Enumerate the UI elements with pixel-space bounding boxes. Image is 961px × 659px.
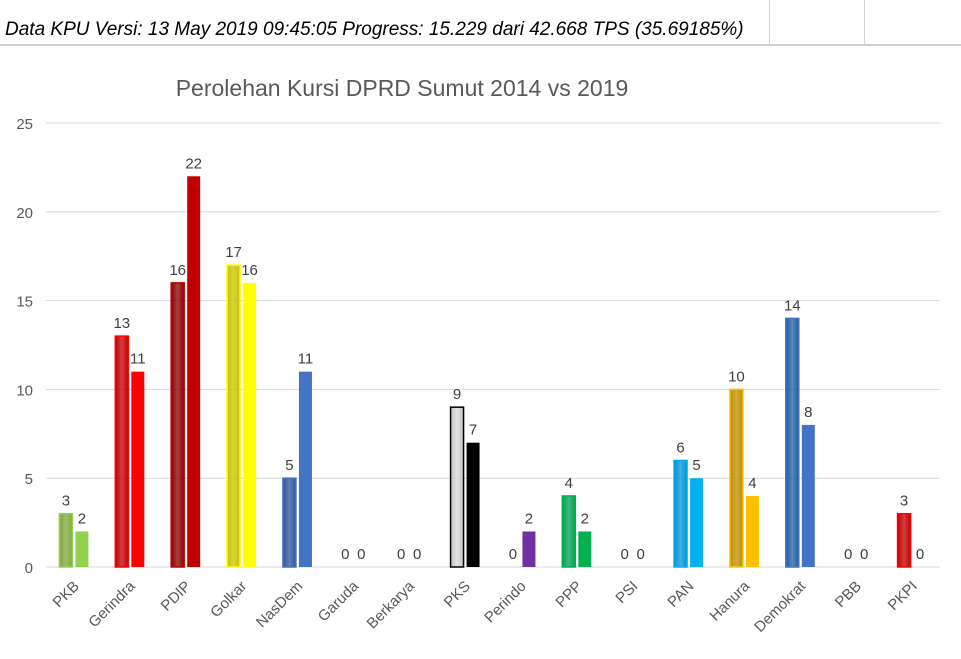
x-tick-label: Berkarya [364,577,419,632]
y-tick-label: 10 [16,382,33,399]
x-tick-label: Gerindra [85,577,139,631]
bar-2014-golkar [226,264,241,568]
data-label-2019: 0 [637,546,645,563]
x-tick-label: PSI [612,578,641,607]
data-label-2019: 4 [748,475,756,492]
header-cell-a[interactable]: Data KPU Versi: 13 May 2019 09:45:05 Pro… [0,0,770,46]
data-label-2019: 22 [185,155,202,172]
bar-2019-nasdem [298,371,312,567]
data-label-2014: 14 [784,297,801,314]
x-axis-ticks: PKB Gerindra PDIP Golkar NasDem Garuda Berkary… [50,577,921,636]
data-label-2014: 0 [621,546,629,563]
x-tick-label: Hanura [706,577,753,624]
bars [58,176,912,568]
x-tick-label: PDIP [158,578,195,615]
x-tick-label: Perindo [481,578,530,627]
data-label-2019: 16 [241,262,258,279]
data-label-2014: 0 [844,546,852,563]
data-label-2014: 17 [225,244,242,261]
data-label-2014: 0 [341,546,349,563]
spreadsheet-header-row: Data KPU Versi: 13 May 2019 09:45:05 Pro… [0,0,961,46]
data-label-2014: 3 [900,493,908,510]
x-tick-label: Garuda [315,577,363,625]
bar-2019-ppp [578,531,592,567]
data-label-2019: 5 [692,457,700,474]
bar-2014-pdip [170,282,185,568]
bar-2019-pks [466,442,480,567]
data-label-2019: 0 [916,546,924,563]
data-label-2014: 5 [285,457,293,474]
bar-2019-gerindra [131,371,145,567]
bar-2019-hanura [745,495,759,567]
header-cell-c[interactable] [865,0,961,46]
bar-chart: Perolehan Kursi DPRD Sumut 2014 vs 2019 … [16,75,940,636]
bar-2019-golkar [243,282,257,567]
bar-2014-pks [449,406,465,568]
y-axis-ticks: 0 5 10 15 20 25 [16,116,33,577]
data-label-2019: 11 [298,351,314,368]
data-label-2014: 6 [676,439,684,456]
y-tick-label: 5 [25,471,33,488]
x-tick-label: PKB [50,578,83,611]
chart-title: Perolehan Kursi DPRD Sumut 2014 vs 2019 [176,75,629,101]
bar-2014-pkpi [896,512,912,568]
header-cell-b[interactable] [770,0,865,46]
data-label-2019: 8 [804,404,812,421]
bar-2014-pkb [58,512,74,568]
bar-2019-demokrat [801,424,815,567]
x-tick-label: Golkar [207,578,250,621]
data-label-2014: 0 [509,546,517,563]
x-tick-label: PKS [441,578,474,611]
y-tick-label: 0 [25,560,33,577]
y-tick-label: 25 [16,116,33,133]
kpu-status-text: Data KPU Versi: 13 May 2019 09:45:05 Pro… [5,19,744,40]
bar-2014-gerindra [114,335,130,568]
data-label-2014: 0 [397,546,405,563]
data-label-2014: 13 [113,315,130,332]
bar-2019-pdip [187,176,201,567]
x-tick-label: NasDem [253,578,306,631]
data-label-2019: 11 [130,351,146,368]
data-label-2014: 16 [169,262,186,279]
bar-2019-perindo [522,531,536,567]
bar-2014-ppp [561,495,577,568]
y-tick-label: 15 [16,294,33,311]
data-label-2019: 2 [78,510,86,527]
data-label-2014: 4 [565,475,573,492]
x-tick-label: PAN [664,578,697,611]
chart-area[interactable]: Perolehan Kursi DPRD Sumut 2014 vs 2019 … [0,48,961,659]
data-label-2014: 3 [62,493,70,510]
x-tick-label: PKPI [885,578,921,614]
data-label-2019: 2 [525,510,533,527]
data-label-2019: 7 [469,422,477,439]
data-label-2019: 0 [860,546,868,563]
bar-2014-demokrat [785,317,800,568]
x-tick-label: PPP [552,578,585,611]
x-tick-label: Demokrat [751,577,810,636]
data-label-2014: 10 [728,368,745,385]
data-label-2019: 0 [413,546,421,563]
data-label-2019: 0 [357,546,365,563]
bar-2014-nasdem [282,477,297,568]
data-label-2019: 2 [581,510,589,527]
x-tick-label: PBB [832,578,865,611]
bar-2014-hanura [729,388,744,568]
data-label-2014: 9 [453,386,461,403]
bar-2019-pan [690,478,704,567]
bar-2019-pkb [75,531,89,567]
y-tick-label: 20 [16,205,33,222]
bar-2014-pan [673,459,688,568]
